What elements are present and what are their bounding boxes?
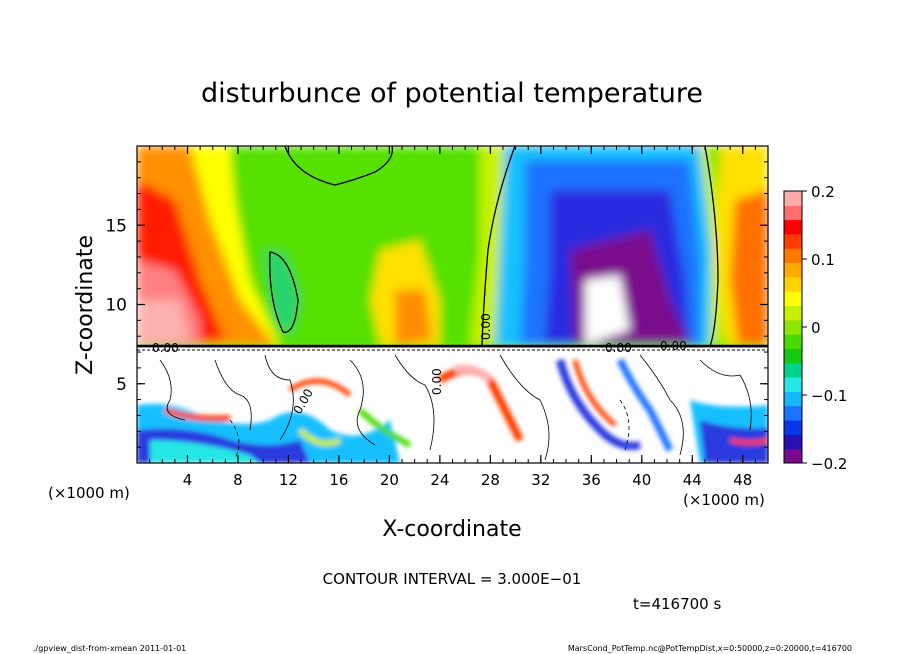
colorbar-tick-label: 0: [811, 319, 821, 337]
contour-label: 0.00: [660, 339, 687, 353]
contour-label: 0.00: [430, 368, 444, 395]
y-tick-label: 10: [105, 296, 127, 316]
x-tick-label: 32: [531, 471, 550, 489]
colorbar: [784, 191, 802, 464]
x-tick-label: 20: [380, 471, 399, 489]
x-tick-label: 16: [329, 471, 348, 489]
upper-field: [137, 146, 768, 351]
x-axis-label: X-coordinate: [382, 517, 521, 542]
y-tick-label: 15: [105, 216, 127, 236]
colorbar-swatch: [784, 262, 802, 278]
time-label: t=416700 s: [633, 595, 721, 613]
colorbar-swatch: [784, 362, 802, 378]
colorbar-swatch: [784, 233, 802, 249]
colorbar-swatch: [784, 420, 802, 435]
colorbar-swatch: [784, 391, 802, 407]
y-tick-label: 5: [116, 375, 127, 395]
footer-left: ./gpview_dist-from-xmean 2011-01-01: [33, 644, 186, 653]
contour-label: 0.00: [152, 341, 179, 355]
colorbar-swatch: [784, 219, 802, 235]
colorbar-swatch: [784, 334, 802, 349]
x-unit-right: (×1000 m): [683, 491, 765, 509]
y-axis: 5 10 15: [105, 161, 768, 448]
footer-right: MarsCond_PotTemp.nc@PotTempDist,x=0:5000…: [568, 644, 852, 653]
x-tick-label: 40: [632, 471, 651, 489]
colorbar-swatch: [784, 205, 802, 221]
colorbar-tick-label: −0.1: [811, 387, 847, 405]
colorbar-swatch: [784, 191, 802, 206]
heatmap-plot: [137, 146, 768, 463]
colorbar-tick-label: 0.2: [811, 183, 835, 201]
colorbar-swatch: [784, 276, 802, 292]
chart-title: disturbunce of potential temperature: [201, 78, 703, 109]
contour-interval: CONTOUR INTERVAL = 3.000E−01: [323, 570, 582, 588]
contour-label: 0.00: [479, 313, 493, 340]
x-tick-label: 44: [683, 471, 702, 489]
colorbar-swatch: [784, 319, 802, 335]
colorbar-swatch: [784, 305, 802, 321]
colorbar-ticks: 0.2 0.1 0 −0.1 −0.2: [802, 183, 847, 473]
x-tick-label: 4: [183, 471, 193, 489]
colorbar-swatch: [784, 434, 802, 450]
colorbar-swatch: [784, 448, 802, 464]
x-tick-label: 36: [582, 471, 601, 489]
colorbar-tick-label: −0.2: [811, 455, 847, 473]
lower-field: [137, 348, 768, 463]
colorbar-swatch: [784, 248, 802, 264]
x-axis: 4 8 12 16 20 24 28 32 36 40 44 48: [149, 146, 756, 489]
x-tick-label: 8: [233, 471, 243, 489]
x-tick-label: 24: [430, 471, 449, 489]
x-tick-label: 28: [481, 471, 500, 489]
colorbar-swatch: [784, 348, 802, 364]
x-tick-label: 48: [733, 471, 752, 489]
colorbar-swatch: [784, 291, 802, 307]
colorbar-tick-label: 0.1: [811, 251, 835, 269]
y-axis-label: Z-coordinate: [73, 235, 98, 375]
x-unit-left: (×1000 m): [48, 484, 130, 502]
colorbar-swatch: [784, 405, 802, 421]
contour-label: 0.00: [605, 341, 632, 355]
x-tick-label: 12: [279, 471, 298, 489]
colorbar-swatch: [784, 377, 802, 392]
